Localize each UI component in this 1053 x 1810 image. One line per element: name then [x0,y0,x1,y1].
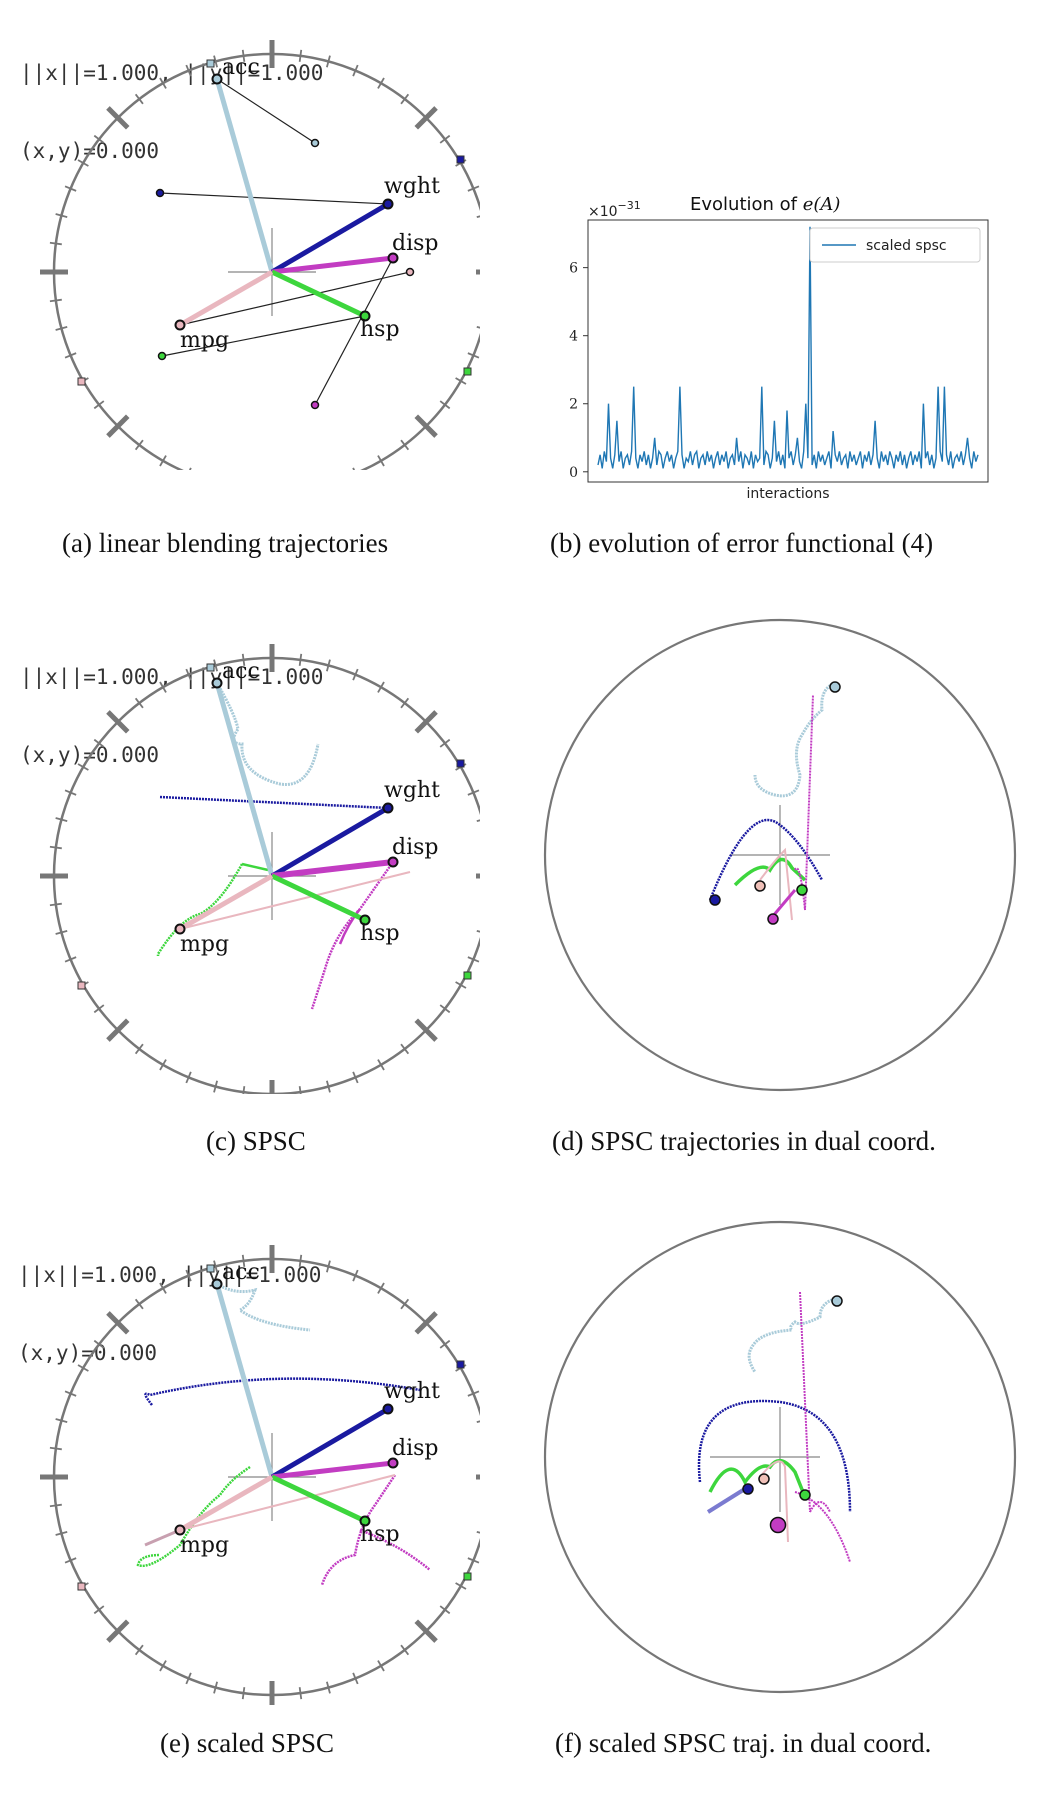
y-multiplier: ×10−31 [588,199,641,220]
label-mpg: mpg [180,328,229,353]
biplot-linear-blending: acc wght disp hsp mpg [40,40,480,470]
x-axis-label: interactions [746,486,829,500]
legend: scaled spsc [809,227,981,263]
unit-circle [52,656,480,1094]
dual-coord-spsc [543,618,1017,1092]
unit-circle [52,1257,480,1697]
dual-coord-scaled-spsc [543,1220,1017,1694]
label-mpg: mpg [180,932,229,957]
label-disp: disp [392,835,439,860]
label-wght: wght [384,1379,440,1404]
biplot-scaled-spsc: acc wght disp hsp mpg [40,1245,480,1705]
series-scaled-spsc-line [597,226,979,469]
minor-tick [476,215,480,218]
caption-d: (d) SPSC trajectories in dual coord. [552,1126,936,1156]
caption-e: (e) scaled SPSC [160,1728,334,1758]
label-hsp: hsp [360,317,400,342]
caption-b: (b) evolution of error functional (4) [550,528,934,558]
norm-readout: ||x||=1.000, ||y||=1.000 [20,665,324,689]
y-tick-label: 0 [569,465,578,481]
label-acc: acc [222,659,260,684]
label-acc: acc [222,55,260,80]
caption-f: (f) scaled SPSC traj. in dual coord. [555,1728,932,1758]
caption-c: (c) SPSC [206,1126,306,1156]
label-hsp: hsp [360,921,400,946]
minor-tick [189,467,192,470]
error-functional-chart: Evolution of e(A) ×10−31 0 2 4 6 scaled sps… [569,194,989,500]
y-tick-label: 2 [569,397,578,413]
dual-circle [543,618,1017,1092]
overlay-norms-c: ||x||=1.000, ||y||=1.000 (x,y)=0.000 [20,612,323,794]
minor-tick [476,819,480,822]
minor-tick [476,1531,480,1534]
biplot-spsc: acc wght disp hsp mpg [40,644,480,1094]
y-tick-label: 4 [569,329,578,345]
label-disp: disp [392,231,439,256]
minor-tick [352,467,355,470]
unit-circle [52,52,480,470]
label-hsp: hsp [360,1522,400,1547]
label-mpg: mpg [180,1533,229,1558]
caption-a: (a) linear blending trajectories [62,528,389,558]
y-tick-label: 6 [569,261,578,277]
minor-tick [476,326,480,329]
minor-tick [476,1420,480,1423]
plot-frame [587,219,989,483]
minor-tick [476,930,480,933]
chart-title: Evolution of e(A) [690,194,840,215]
circle-ticks [40,1245,480,1705]
y-ticks: 0 2 4 6 [569,261,588,481]
label-wght: wght [384,174,440,199]
legend-label: scaled spsc [866,238,947,254]
norm-readout: ||x||=1.000, ||y||=1.000 [18,1263,322,1287]
label-acc: acc [222,1260,260,1285]
label-wght: wght [384,778,440,803]
label-disp: disp [392,1436,439,1461]
dual-circle [543,1220,1017,1694]
